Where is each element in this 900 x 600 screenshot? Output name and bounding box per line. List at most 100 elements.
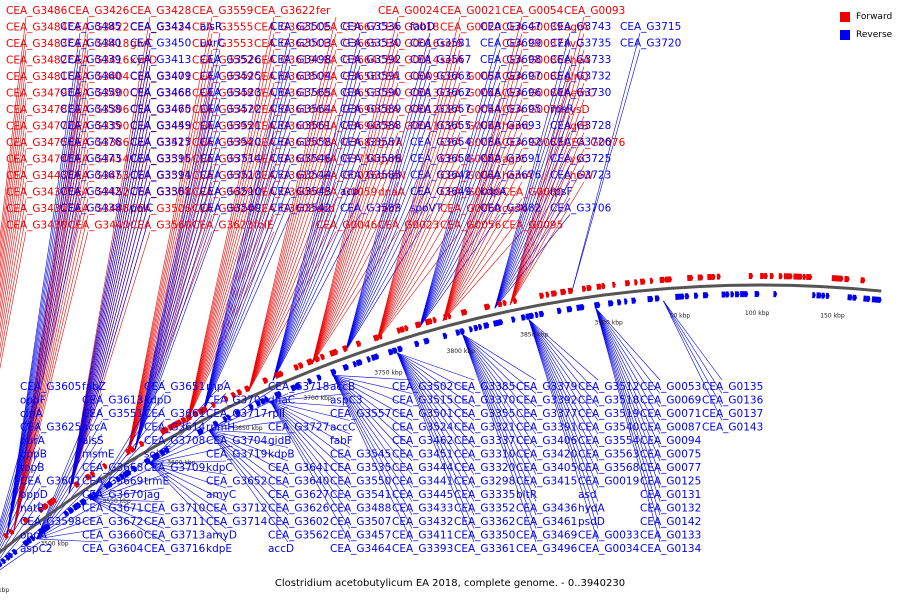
- connector-line: [595, 308, 661, 421]
- connector-line: [0, 474, 41, 551]
- forward-gene: [428, 318, 433, 325]
- connector-line: [0, 379, 41, 524]
- gene-label-cea-g3555: CEA_G3555: [192, 22, 253, 34]
- reverse-gene: [875, 296, 882, 304]
- gene-label-cea-g0135: CEA_G0135: [702, 381, 763, 393]
- forward-gene: [667, 276, 673, 283]
- reverse-gene: [579, 304, 585, 311]
- connector-line: [149, 463, 227, 516]
- forward-gene: [839, 275, 844, 282]
- connector-line: [528, 319, 599, 543]
- connector-line: [272, 164, 361, 381]
- forward-gene: [497, 300, 503, 308]
- gene-label-cea-g3667: CEA_G3667: [316, 22, 377, 34]
- gene-label-cea-g3614: CEA_G3614: [144, 422, 206, 434]
- gene-label-cea-g0125: CEA_G0125: [640, 476, 701, 488]
- connector-line: [332, 375, 413, 543]
- gene-label-cea-g3562: CEA_G3562: [268, 530, 329, 542]
- connector-line: [376, 115, 461, 341]
- gene-label-cea-g3743: CEA_G3743: [550, 21, 611, 33]
- gene-label-cea-g3444: CEA_G3444: [392, 462, 454, 474]
- gene-label-cea-g3708: CEA_G3708: [144, 435, 205, 447]
- gene-label-cea-g3613: CEA_G3613: [82, 395, 143, 407]
- connector-line: [332, 375, 413, 529]
- forward-gene: [167, 423, 174, 431]
- connector-line: [186, 198, 275, 422]
- connector-line: [442, 99, 523, 321]
- connector-line: [396, 352, 475, 516]
- gene-label-kdpe: kdpE: [206, 543, 232, 555]
- gene-label-gyra: gyrA: [378, 137, 403, 149]
- forward-gene: [778, 273, 783, 280]
- gene-label-cea-g3625: CEA_G3625: [20, 422, 81, 434]
- gene-label-cea-g3712: CEA_G3712: [206, 503, 267, 515]
- forward-gene: [586, 284, 592, 292]
- reverse-gene: [222, 415, 228, 423]
- gene-label-cea-g3620: CEA_G3620: [254, 38, 315, 50]
- connector-line: [12, 165, 89, 535]
- gene-label-cea-g3415: CEA_G3415: [516, 476, 577, 488]
- connector-line: [311, 49, 399, 365]
- connector-line: [376, 66, 461, 341]
- gene-label-cea-g3695: CEA_G3695: [480, 104, 541, 116]
- gene-label-cea-g3698: CEA_G3698: [480, 54, 541, 66]
- gene-label-kdpd: kdpD: [144, 395, 172, 407]
- gene-label-cina: cinA: [20, 408, 43, 420]
- connector-line: [345, 115, 431, 352]
- connector-line: [528, 319, 599, 421]
- gene-label-cea-g3560: CEA_G3560: [130, 220, 191, 232]
- gene-label-agrb: agrB: [564, 121, 589, 133]
- gene-label-cea-g0014: CEA_G0014: [378, 55, 440, 67]
- gene-label-cea-g3585: CEA_G3585: [340, 170, 401, 182]
- forward-gene: [748, 273, 754, 280]
- connector-line: [36, 514, 103, 540]
- gene-label-cea-g3605: CEA_G3605: [20, 381, 81, 393]
- connector-line: [0, 514, 41, 563]
- connector-line: [272, 214, 361, 381]
- gene-label-cea-g3503: CEA_G3503: [270, 38, 331, 50]
- connector-line: [272, 98, 361, 381]
- gene-label-cea-g3661: CEA_G3661: [144, 408, 205, 420]
- gene-label-pura: purA: [20, 435, 46, 447]
- gene-label-cea-g3549: CEA_G3549: [192, 71, 253, 83]
- forward-gene: [37, 506, 43, 514]
- gene-label-acp: acp: [340, 186, 359, 198]
- connector-line: [269, 401, 351, 516]
- connector-line: [442, 148, 523, 321]
- gene-label-fole: folE: [254, 220, 274, 232]
- connector-line: [0, 214, 27, 360]
- forward-gene: [760, 273, 765, 280]
- reverse-gene: [871, 296, 877, 303]
- connector-line: [345, 131, 431, 352]
- connector-line: [202, 65, 291, 414]
- connector-line: [208, 430, 289, 475]
- connector-line: [376, 33, 461, 341]
- reverse-gene: [0, 561, 3, 568]
- connector-line: [419, 131, 501, 328]
- connector-line: [528, 319, 599, 502]
- gene-label-cea-g0132: CEA_G0132: [640, 503, 701, 515]
- forward-gene: [89, 470, 96, 478]
- gene-label-soj: soj: [144, 449, 159, 461]
- gene-label-cea-g3474: CEA_G3474: [6, 154, 68, 166]
- reverse-gene: [684, 293, 690, 300]
- connector-line: [5, 164, 81, 540]
- gene-label-cea-g3377: CEA_G3377: [516, 408, 577, 420]
- connector-line: [442, 82, 523, 321]
- gene-label-cea-g3477: CEA_G3477: [6, 121, 67, 133]
- connector-line: [270, 400, 351, 448]
- gene-label-cea-g3516: CEA_G3516: [130, 154, 192, 166]
- gene-label-rpmh: rpmH: [206, 422, 235, 434]
- connector-line: [186, 66, 275, 422]
- connector-line: [126, 66, 213, 456]
- forward-gene: [634, 279, 638, 286]
- gene-label-cea-g3449: CEA_G3449: [130, 120, 191, 132]
- connector-line: [462, 334, 537, 502]
- reverse-gene: [678, 293, 685, 300]
- connector-line: [0, 165, 27, 330]
- connector-line: [311, 148, 399, 365]
- connector-line: [528, 319, 599, 448]
- gene-label-cea-g3475: CEA_G3475: [6, 137, 67, 149]
- gene-label-cea-g0077: CEA_G0077: [640, 462, 701, 474]
- gene-label-ilvc: ilvC: [564, 38, 583, 50]
